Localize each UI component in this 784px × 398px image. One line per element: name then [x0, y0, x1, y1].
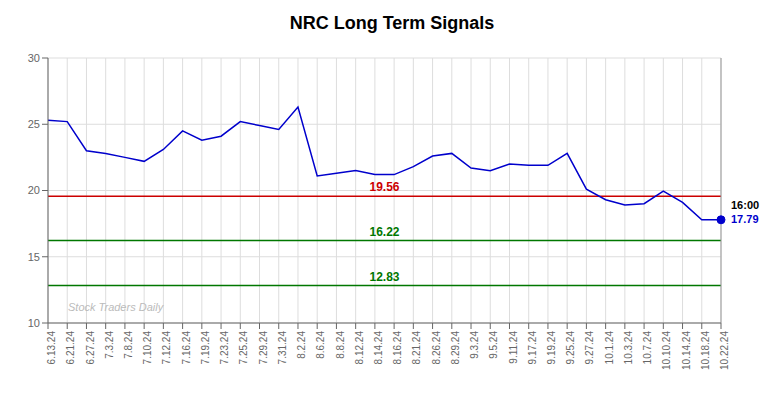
svg-text:9.25.24: 9.25.24	[565, 331, 576, 365]
svg-text:7.8.24: 7.8.24	[123, 331, 134, 359]
svg-text:6.21.24: 6.21.24	[65, 331, 76, 365]
svg-text:10.10.24: 10.10.24	[661, 331, 672, 370]
svg-text:20: 20	[28, 184, 40, 196]
svg-text:8.2.24: 8.2.24	[296, 331, 307, 359]
svg-text:8.8.24: 8.8.24	[335, 331, 346, 359]
svg-text:19.56: 19.56	[369, 180, 399, 194]
svg-text:17.79: 17.79	[731, 213, 759, 225]
svg-text:7.29.24: 7.29.24	[258, 331, 269, 365]
svg-text:10.18.24: 10.18.24	[700, 331, 711, 370]
svg-text:10.7.24: 10.7.24	[642, 331, 653, 365]
svg-text:10.22.24: 10.22.24	[719, 331, 730, 370]
svg-text:9.5.24: 9.5.24	[488, 331, 499, 359]
svg-text:25: 25	[28, 118, 40, 130]
svg-text:16.22: 16.22	[369, 225, 399, 239]
svg-text:7.3.24: 7.3.24	[104, 331, 115, 359]
svg-text:15: 15	[28, 251, 40, 263]
svg-text:8.14.24: 8.14.24	[373, 331, 384, 365]
svg-text:6.13.24: 6.13.24	[46, 331, 57, 365]
svg-text:7.10.24: 7.10.24	[142, 331, 153, 365]
svg-text:10.14.24: 10.14.24	[681, 331, 692, 370]
svg-text:9.19.24: 9.19.24	[546, 331, 557, 365]
svg-text:7.16.24: 7.16.24	[181, 331, 192, 365]
svg-text:12.83: 12.83	[369, 270, 399, 284]
svg-text:8.21.24: 8.21.24	[411, 331, 422, 365]
svg-text:30: 30	[28, 52, 40, 64]
svg-text:9.3.24: 9.3.24	[469, 331, 480, 359]
html-text:Stock Traders Daily: Stock Traders Daily	[68, 301, 164, 313]
svg-text:7.12.24: 7.12.24	[161, 331, 172, 365]
svg-text:10.1.24: 10.1.24	[604, 331, 615, 365]
svg-text:9.27.24: 9.27.24	[585, 331, 596, 365]
svg-text:9.17.24: 9.17.24	[527, 331, 538, 365]
svg-text:16:00: 16:00	[731, 199, 759, 211]
svg-text:7.23.24: 7.23.24	[219, 331, 230, 365]
svg-text:8.26.24: 8.26.24	[431, 331, 442, 365]
svg-text:10.3.24: 10.3.24	[623, 331, 634, 365]
svg-text:7.19.24: 7.19.24	[200, 331, 211, 365]
svg-text:7.25.24: 7.25.24	[238, 331, 249, 365]
html-text:NRC Long Term Signals: NRC Long Term Signals	[289, 13, 495, 33]
svg-text:10: 10	[28, 317, 40, 329]
svg-text:8.16.24: 8.16.24	[392, 331, 403, 365]
svg-text:8.29.24: 8.29.24	[450, 331, 461, 365]
svg-text:7.31.24: 7.31.24	[277, 331, 288, 365]
svg-text:8.6.24: 8.6.24	[315, 331, 326, 359]
svg-text:8.12.24: 8.12.24	[354, 331, 365, 365]
svg-text:9.11.24: 9.11.24	[508, 331, 519, 364]
svg-text:6.27.24: 6.27.24	[85, 331, 96, 365]
